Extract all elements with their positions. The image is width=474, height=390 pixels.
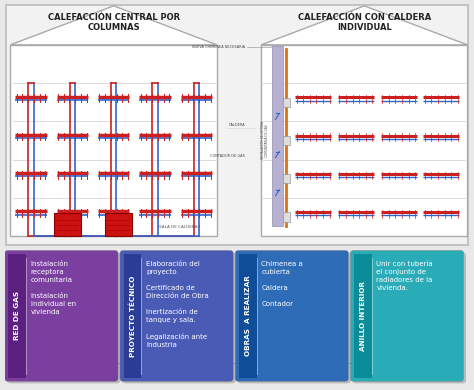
FancyBboxPatch shape <box>350 250 464 381</box>
Text: Unir con tubería
el conjunto de
radiadores de la
vivienda.: Unir con tubería el conjunto de radiador… <box>376 261 433 291</box>
FancyBboxPatch shape <box>120 250 233 381</box>
Bar <box>354 254 372 378</box>
Bar <box>283 174 290 183</box>
Bar <box>283 212 290 222</box>
Text: CALEFACCIÓN CENTRAL POR
COLUMNAS: CALEFACCIÓN CENTRAL POR COLUMNAS <box>47 12 180 32</box>
Text: OBRAS  A REALIZAR: OBRAS A REALIZAR <box>245 275 251 356</box>
Text: CALDERA: CALDERA <box>228 123 245 127</box>
Text: NUEVA CHIMENEA NECESARIA: NUEVA CHIMENEA NECESARIA <box>192 45 245 49</box>
Text: CONTADOR DE GAS: CONTADOR DE GAS <box>210 154 245 158</box>
Polygon shape <box>261 6 467 45</box>
Bar <box>124 254 141 378</box>
Bar <box>10 45 217 236</box>
Text: INSTALACIÓN RECEPTORA
COMUNITARIA DE GAS: INSTALACIÓN RECEPTORA COMUNITARIA DE GAS <box>261 121 269 160</box>
Text: RED DE GAS: RED DE GAS <box>14 291 20 340</box>
Polygon shape <box>10 6 217 45</box>
FancyBboxPatch shape <box>237 252 351 383</box>
Bar <box>261 45 467 236</box>
FancyBboxPatch shape <box>122 252 236 383</box>
Text: Chimenea a
cubierta

Caldera

Contador: Chimenea a cubierta Caldera Contador <box>261 261 303 307</box>
FancyBboxPatch shape <box>7 252 120 383</box>
Bar <box>9 254 26 378</box>
FancyBboxPatch shape <box>54 213 82 236</box>
FancyBboxPatch shape <box>353 252 466 383</box>
FancyBboxPatch shape <box>6 5 468 245</box>
Text: ANILLO INTERIOR: ANILLO INTERIOR <box>360 281 366 351</box>
Text: Instalación
receptora
comunitaria

Instalación
individual en
vivienda: Instalación receptora comunitaria Instal… <box>31 261 76 314</box>
Text: Elaboración del
proyecto

Certificado de
Dirección de Obra

Inertización de
tanq: Elaboración del proyecto Certificado de … <box>146 261 209 348</box>
Bar <box>239 254 256 378</box>
Bar <box>272 46 283 226</box>
Text: SALA DE CALDERAS: SALA DE CALDERAS <box>159 225 201 229</box>
FancyBboxPatch shape <box>105 213 132 236</box>
Bar <box>283 136 290 145</box>
Text: PROYECTO TÉCNICO: PROYECTO TÉCNICO <box>129 275 136 356</box>
FancyBboxPatch shape <box>5 250 118 381</box>
FancyBboxPatch shape <box>235 250 348 381</box>
Text: CALEFACCIÓN CON CALDERA
INDIVIDUAL: CALEFACCIÓN CON CALDERA INDIVIDUAL <box>298 12 431 32</box>
Bar <box>283 98 290 107</box>
FancyArrowPatch shape <box>227 128 256 129</box>
